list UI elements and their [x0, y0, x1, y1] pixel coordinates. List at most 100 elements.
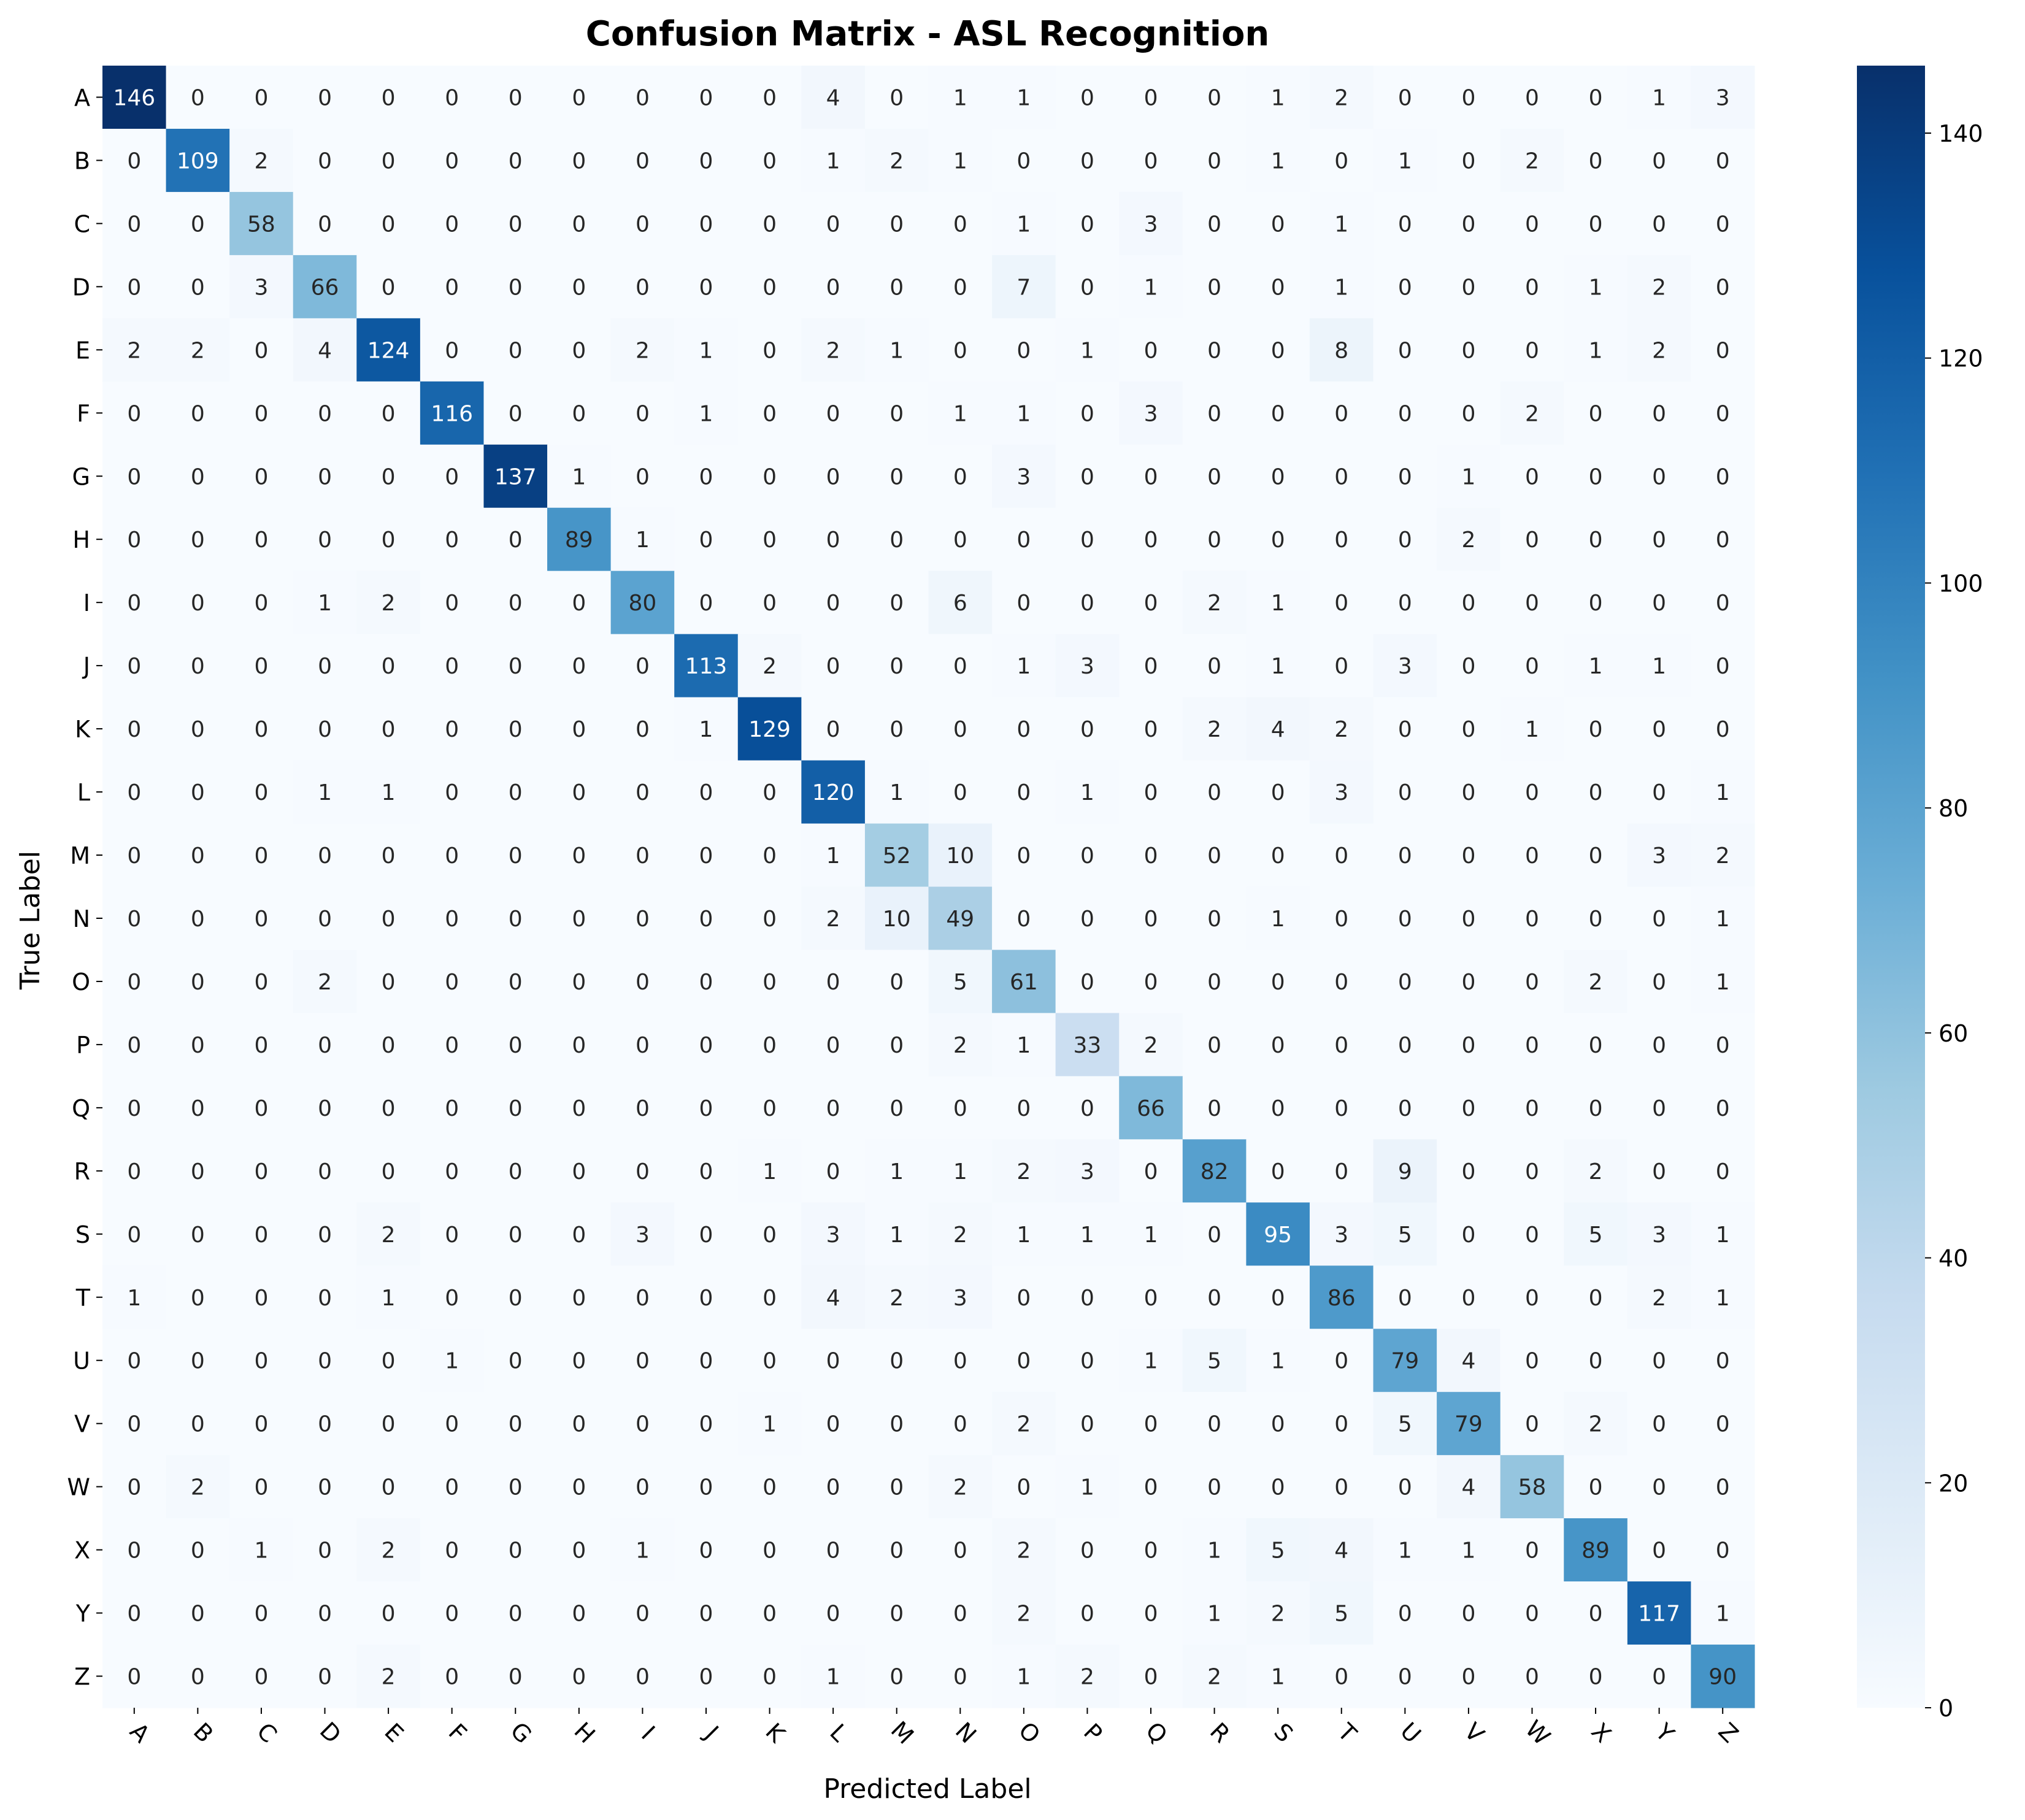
cell-W-Z — [1691, 1455, 1755, 1519]
cell-value: 2 — [191, 338, 205, 363]
cell-U-D — [293, 1329, 357, 1392]
cell-C-G — [483, 191, 548, 256]
cell-N-N — [928, 886, 993, 951]
cell-value: 0 — [1144, 1475, 1158, 1500]
cell-M-L — [801, 823, 866, 888]
cell-value: 0 — [382, 1602, 396, 1627]
cell-S-V — [1437, 1202, 1501, 1266]
cell-D-Q — [1119, 255, 1183, 319]
cell-L-U — [1373, 760, 1437, 824]
cell-value: 2 — [1461, 528, 1475, 553]
cell-T-L — [801, 1265, 866, 1329]
cell-value: 8 — [1334, 338, 1348, 363]
cell-value: 3 — [1080, 654, 1094, 679]
cell-value: 0 — [1398, 212, 1412, 237]
cell-T-N — [928, 1265, 993, 1329]
cell-B-U — [1373, 128, 1437, 193]
cell-I-V — [1437, 570, 1501, 635]
cell-value: 0 — [636, 212, 650, 237]
cell-C-N — [928, 191, 993, 256]
cell-L-Y — [1627, 760, 1692, 824]
cell-value: 2 — [382, 1223, 396, 1248]
cell-value: 2 — [1016, 1602, 1031, 1627]
cell-value: 0 — [1716, 464, 1730, 490]
cell-J-Q — [1119, 634, 1183, 698]
cell-value: 1 — [1080, 1475, 1094, 1500]
cell-value: 3 — [1716, 85, 1730, 110]
cell-value: 0 — [445, 1538, 459, 1564]
cell-value: 0 — [1080, 85, 1094, 110]
cell-D-O — [992, 255, 1056, 319]
cell-E-U — [1373, 318, 1437, 382]
cell-value: 0 — [953, 338, 967, 363]
cell-H-A — [102, 507, 167, 572]
cell-I-G — [483, 570, 548, 635]
cell-N-D — [293, 886, 357, 951]
cell-C-L — [801, 191, 866, 256]
cell-value: 0 — [953, 780, 967, 805]
cell-value: 0 — [445, 275, 459, 300]
cell-V-E — [356, 1392, 421, 1456]
cell-value: 1 — [1334, 275, 1348, 300]
cell-Y-Z — [1691, 1581, 1755, 1645]
cell-value: 0 — [572, 1475, 586, 1500]
cell-value: 2 — [890, 1286, 904, 1311]
x-tick-label: M — [886, 1716, 919, 1749]
cell-value: 0 — [572, 1349, 586, 1374]
cell-value: 0 — [191, 528, 205, 553]
cell-value: 116 — [431, 401, 473, 426]
cell-Z-N — [928, 1645, 993, 1708]
cell-N-K — [737, 886, 802, 951]
cell-value: 0 — [699, 1286, 713, 1311]
x-tick-label: J — [699, 1720, 723, 1745]
cell-value: 0 — [826, 401, 840, 426]
cell-B-L — [801, 128, 866, 193]
cell-value: 0 — [445, 1159, 459, 1185]
cell-S-T — [1309, 1202, 1374, 1266]
cell-value: 0 — [1144, 970, 1158, 995]
cell-value: 2 — [1716, 843, 1730, 869]
cell-L-X — [1564, 760, 1628, 824]
cell-X-G — [483, 1518, 548, 1582]
cell-T-X — [1564, 1265, 1628, 1329]
cell-value: 3 — [1334, 780, 1348, 805]
cell-O-N — [928, 950, 993, 1014]
cell-value: 0 — [1589, 401, 1603, 426]
cell-R-G — [483, 1139, 548, 1203]
colorbar-tick-label: 140 — [1939, 120, 1983, 147]
cell-value: 0 — [445, 1412, 459, 1437]
cell-Q-Q — [1119, 1076, 1183, 1140]
cell-value: 0 — [763, 338, 777, 363]
cell-value: 0 — [1016, 907, 1031, 932]
cell-value: 1 — [953, 85, 967, 110]
cell-P-P — [1055, 1013, 1120, 1077]
cell-value: 0 — [1144, 907, 1158, 932]
cell-value: 0 — [890, 1665, 904, 1690]
cell-E-O — [992, 318, 1056, 382]
cell-value: 1 — [636, 1538, 650, 1564]
cell-value: 0 — [1398, 970, 1412, 995]
cell-value: 5 — [1589, 1223, 1603, 1248]
cell-value: 1 — [1461, 464, 1475, 490]
cell-V-P — [1055, 1392, 1120, 1456]
cell-value: 2 — [382, 1665, 396, 1690]
cell-C-S — [1246, 191, 1310, 256]
cell-E-Z — [1691, 318, 1755, 382]
cell-value: 0 — [1461, 1033, 1475, 1058]
cell-X-T — [1309, 1518, 1374, 1582]
cell-R-Y — [1627, 1139, 1692, 1203]
cell-value: 0 — [1716, 1349, 1730, 1374]
cell-N-P — [1055, 886, 1120, 951]
cell-C-A — [102, 191, 167, 256]
cell-value: 0 — [636, 1096, 650, 1121]
cell-value: 0 — [318, 717, 332, 742]
cell-value: 0 — [953, 1412, 967, 1437]
cell-value: 2 — [953, 1475, 967, 1500]
cell-value: 1 — [1080, 780, 1094, 805]
cell-P-J — [674, 1013, 739, 1077]
cell-N-F — [420, 886, 485, 951]
cell-value: 61 — [1010, 970, 1038, 995]
cell-value: 0 — [826, 1538, 840, 1564]
x-tick-label: K — [760, 1718, 790, 1748]
cell-value: 0 — [1334, 1159, 1348, 1185]
